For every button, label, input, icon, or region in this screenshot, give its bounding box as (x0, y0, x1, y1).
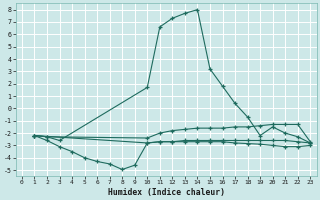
X-axis label: Humidex (Indice chaleur): Humidex (Indice chaleur) (108, 188, 225, 197)
